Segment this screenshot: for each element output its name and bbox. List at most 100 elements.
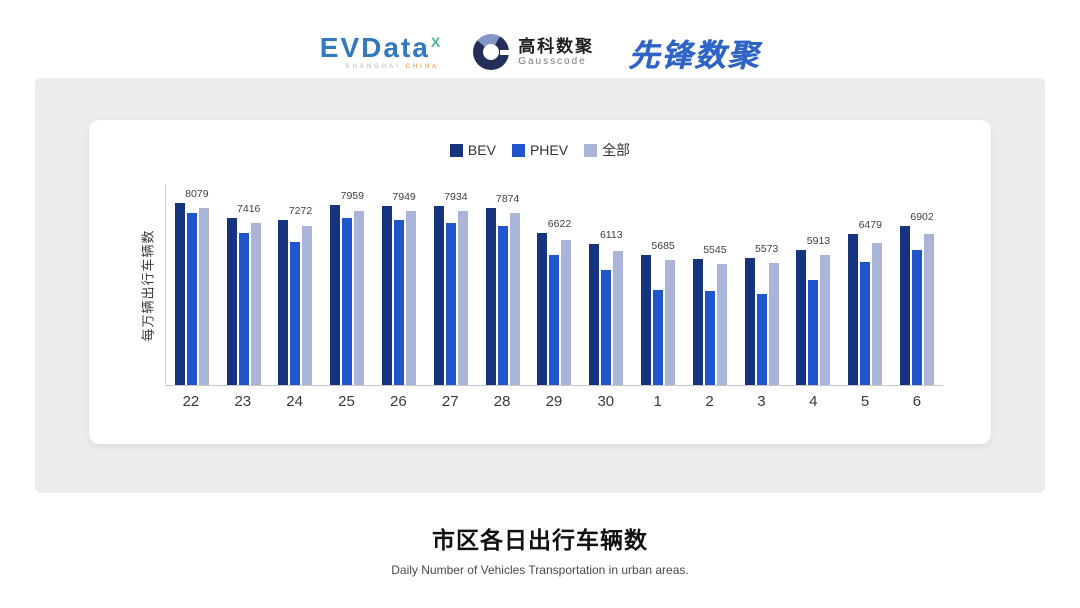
y-axis-label: 每万辆出行车辆数 — [140, 229, 156, 342]
x-tick-label: 6 — [912, 393, 922, 410]
legend-swatch-icon — [584, 143, 598, 157]
x-tick-label: 1 — [653, 393, 662, 410]
bar-全部[interactable] — [768, 263, 779, 385]
bar-group: 7272 — [270, 184, 322, 385]
legend-item-全部[interactable]: 全部 — [584, 140, 630, 160]
x-tick-label: 24 — [286, 393, 303, 410]
value-label: 7874 — [496, 193, 520, 205]
evdata-text: EVData — [319, 32, 430, 63]
chart-card: BEV PHEV 全部 每万辆出行车辆数 8079 7416 7272 7959 7949 7… — [89, 120, 991, 444]
x-tick-label: 5 — [860, 393, 870, 410]
bar-BEV[interactable] — [641, 255, 652, 385]
bar-全部[interactable] — [665, 260, 676, 385]
bar-全部[interactable] — [561, 240, 572, 385]
plot: 8079 7416 7272 7959 7949 7934 7874 6622 6113 5685… — [165, 184, 943, 410]
legend-item-BEV[interactable]: BEV — [449, 142, 496, 158]
bar-BEV[interactable] — [589, 244, 600, 385]
bar-group: 5685 — [632, 184, 684, 385]
value-label: 5573 — [754, 243, 779, 255]
legend-swatch-icon — [511, 143, 525, 157]
bar-PHEV[interactable] — [186, 213, 197, 385]
bar-group: 8079 — [166, 184, 218, 385]
bar-group: 7416 — [218, 184, 270, 385]
x-tick-label: 25 — [338, 393, 355, 410]
bar-全部[interactable] — [613, 251, 624, 385]
bar-PHEV[interactable] — [290, 242, 301, 385]
bar-PHEV[interactable] — [601, 270, 612, 385]
gausscode-circle-icon — [473, 34, 511, 70]
bar-group: 5545 — [684, 184, 736, 385]
evdata-tagline: SHANGHAI CHINA — [345, 64, 440, 70]
bar-全部[interactable] — [354, 211, 365, 385]
bar-全部[interactable] — [406, 211, 417, 385]
bar-cluster — [744, 258, 779, 385]
bar-PHEV[interactable] — [497, 226, 508, 385]
gausscode-logo: 高科数聚 Gausscode — [473, 34, 594, 70]
legend-item-PHEV[interactable]: PHEV — [511, 142, 568, 158]
bar-group: 5913 — [788, 184, 840, 385]
value-label: 7959 — [340, 190, 364, 202]
bar-cluster — [485, 208, 520, 385]
page-subtitle: Daily Number of Vehicles Transportation … — [391, 563, 689, 577]
bar-全部[interactable] — [302, 226, 313, 385]
chart-legend: BEV PHEV 全部 — [89, 140, 991, 160]
bar-PHEV[interactable] — [549, 255, 560, 385]
bar-BEV[interactable] — [278, 220, 289, 385]
bar-cluster — [692, 259, 727, 385]
bar-全部[interactable] — [716, 264, 727, 385]
x-tick-label: 3 — [757, 393, 766, 410]
value-label: 6479 — [858, 219, 882, 231]
x-tick-label: 26 — [390, 393, 407, 410]
bar-BEV[interactable] — [382, 206, 393, 385]
x-tick-label: 30 — [597, 393, 615, 410]
bar-BEV[interactable] — [433, 206, 444, 385]
bar-PHEV[interactable] — [704, 291, 715, 385]
bar-PHEV[interactable] — [445, 223, 456, 385]
bar-PHEV[interactable] — [756, 294, 767, 385]
legend-label: 全部 — [602, 142, 631, 158]
x-tick-label: 22 — [182, 393, 200, 410]
bar-group: 6113 — [580, 184, 632, 385]
bar-PHEV[interactable] — [394, 220, 405, 385]
bar-全部[interactable] — [457, 211, 468, 385]
bar-BEV[interactable] — [744, 258, 755, 385]
bar-全部[interactable] — [872, 243, 883, 385]
x-axis-ticks: 22 23 24 25 26 27 28 29 30 1 2 3 4 5 6 — [165, 393, 943, 410]
x-tick-label: 27 — [441, 393, 459, 410]
bar-PHEV[interactable] — [912, 250, 923, 385]
x-tick-label: 2 — [705, 393, 714, 410]
gausscode-en: Gausscode — [518, 56, 587, 68]
legend-label: BEV — [467, 142, 496, 158]
x-tick-label: 4 — [809, 393, 818, 410]
x-tick-label: 28 — [493, 393, 511, 410]
bar-BEV[interactable] — [330, 205, 341, 385]
bar-BEV[interactable] — [485, 208, 496, 385]
bar-全部[interactable] — [198, 208, 209, 385]
bar-全部[interactable] — [509, 213, 520, 385]
bar-BEV[interactable] — [796, 250, 807, 385]
bar-BEV[interactable] — [692, 259, 703, 385]
chart-panel: BEV PHEV 全部 每万辆出行车辆数 8079 7416 7272 7959 7949 7… — [35, 78, 1045, 493]
value-label: 6622 — [547, 218, 572, 230]
bar-PHEV[interactable] — [653, 290, 664, 385]
bar-PHEV[interactable] — [808, 280, 819, 385]
bar-BEV[interactable] — [174, 203, 185, 385]
bar-BEV[interactable] — [848, 234, 859, 385]
bar-BEV[interactable] — [900, 226, 911, 385]
bar-BEV[interactable] — [226, 218, 237, 385]
gausscode-cn: 高科数聚 — [518, 36, 595, 56]
caption: 市区各日出行车辆数 Daily Number of Vehicles Trans… — [0, 521, 1080, 577]
bar-BEV[interactable] — [537, 233, 548, 385]
bar-group: 7959 — [321, 184, 373, 385]
bar-全部[interactable] — [924, 234, 935, 385]
bar-PHEV[interactable] — [342, 218, 353, 385]
value-label: 7934 — [444, 191, 468, 203]
bar-cluster — [382, 206, 417, 385]
bar-group: 6479 — [839, 184, 891, 385]
bar-全部[interactable] — [820, 255, 831, 385]
bar-PHEV[interactable] — [238, 233, 249, 385]
bar-全部[interactable] — [250, 223, 261, 385]
value-label: 7416 — [237, 203, 261, 215]
bar-cluster — [330, 205, 365, 385]
bar-PHEV[interactable] — [860, 262, 871, 385]
